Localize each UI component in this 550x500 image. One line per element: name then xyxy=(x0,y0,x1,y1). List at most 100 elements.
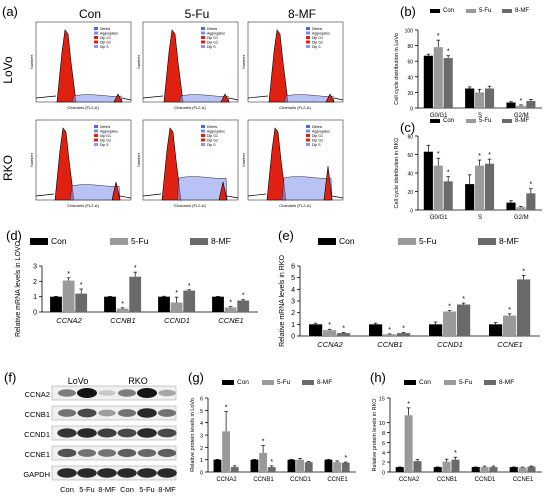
legend-label: 8-MF xyxy=(515,8,529,14)
flow-column-label: 5-Fu xyxy=(185,7,210,21)
y-tick-label: 2 xyxy=(382,461,385,467)
blot-band xyxy=(157,448,177,458)
y-tick-label: 2 xyxy=(200,446,203,452)
flow-legend-label: Aggregates xyxy=(207,130,225,134)
bar-5fu-ccnd1 xyxy=(443,311,457,336)
legend-swatch-con xyxy=(404,380,416,385)
bar-8mf-ccnb1 xyxy=(129,276,142,312)
histogram-envelope xyxy=(35,95,132,101)
s-phase-area xyxy=(178,94,230,103)
bar-8mf-ccne1 xyxy=(237,300,250,312)
blot-band xyxy=(137,408,157,418)
y-tick-label: 100 xyxy=(405,29,414,35)
bar-8mf-ccne1 xyxy=(517,279,531,336)
legend-label: 5-Fu xyxy=(459,379,473,386)
significance-star: * xyxy=(229,300,232,307)
flow-column-label: 8-MF xyxy=(288,7,316,21)
x-category-label: G2/M xyxy=(514,215,529,221)
blot-band xyxy=(77,468,97,478)
bar-chart-c: 0 20 40 60 80 Cell cycle distribution in RKO *… xyxy=(394,118,542,221)
flow-y-axis-label: Number xyxy=(29,152,34,167)
s-phase-area xyxy=(71,94,123,103)
flow-legend-swatch xyxy=(94,129,98,133)
flow-legend-swatch xyxy=(306,27,310,30)
bar-8mf-ccnd1 xyxy=(183,290,196,312)
significance-star: * xyxy=(344,455,347,462)
y-tick-label: 8 xyxy=(382,431,385,437)
y-tick-label: 4 xyxy=(382,451,385,457)
blot-band xyxy=(137,388,157,398)
x-category-label: CCNA2 xyxy=(216,477,237,483)
bar-con-g0g1 xyxy=(423,151,433,210)
x-category-label: CCND1 xyxy=(164,316,190,325)
flow-legend-label: Dip G1 xyxy=(100,36,111,40)
legend-label: Con xyxy=(237,379,249,386)
flow-legend-label: Aggregates xyxy=(312,130,330,134)
significance-star: * xyxy=(262,438,265,445)
legend-label: Con xyxy=(443,118,454,124)
bar-chart-g: 0 1 2 3 4 5 6 Relative protein levels in LoVo * C… xyxy=(190,379,356,483)
significance-star: * xyxy=(447,170,450,177)
bar-con-s xyxy=(465,184,475,210)
significance-star: * xyxy=(342,326,345,333)
flow-legend-swatch xyxy=(94,143,98,146)
y-tick-label: 0 xyxy=(200,471,203,477)
x-category-label: CCNE1 xyxy=(497,340,522,349)
bar-8mf-ccna2 xyxy=(337,333,351,336)
blot-band xyxy=(98,390,116,396)
flow-legend-swatch xyxy=(201,27,205,30)
panel-label-d: (d) xyxy=(6,228,22,243)
blot-band xyxy=(97,449,117,457)
flow-legend-label: Dip G1 xyxy=(207,36,218,40)
panel-label-e: (e) xyxy=(278,228,294,243)
legend-swatch-5fu xyxy=(466,119,476,123)
x-category-label: CCNA2 xyxy=(56,316,82,325)
legend-swatch-5fu xyxy=(110,238,128,245)
s-phase-area xyxy=(283,94,335,103)
flow-legend-swatch xyxy=(306,36,310,39)
flow-legend-swatch xyxy=(201,138,205,142)
legend-label: 5-Fu xyxy=(479,118,491,124)
y-axis-label: Relative mRNA levels in LOVO xyxy=(15,240,22,337)
x-category-label: S xyxy=(478,215,482,221)
blot-band xyxy=(57,409,77,417)
flow-legend-label: Debris xyxy=(207,27,217,31)
bar-chart-e: 0 1 2 3 4 5 6 Relative mRNA levels in RKO * * CCNA… xyxy=(279,236,540,349)
flow-legend-label: Dip S xyxy=(207,45,216,49)
flow-legend-label: Debris xyxy=(207,125,217,129)
flow-legend-label: Dip G1 xyxy=(100,134,111,138)
flow-row-label: RKO xyxy=(1,155,15,181)
flow-legend-swatch xyxy=(94,40,98,44)
x-category-label: CCNB1 xyxy=(377,340,402,349)
y-tick-label: 4 xyxy=(291,287,295,294)
bar-8mf-ccnb1 xyxy=(451,459,460,472)
flow-legend-swatch xyxy=(306,129,310,133)
y-axis-label: Relative protein levels in LoVo xyxy=(190,398,196,472)
flow-legend-label: Dip G2 xyxy=(207,41,218,45)
bar-5fu-ccne1 xyxy=(224,307,237,312)
bar-8mf-s xyxy=(484,163,495,210)
flow-legend-label: Aggregates xyxy=(207,32,225,36)
flow-legend-swatch xyxy=(201,129,205,133)
bar-5fu-g0g1 xyxy=(433,165,443,210)
g2-peak xyxy=(323,165,333,201)
legend-swatch-5fu xyxy=(398,238,416,245)
blot-lane-label: Con xyxy=(120,485,134,494)
bar-5fu-ccne1 xyxy=(333,462,342,472)
blot-protein-label: CCNA2 xyxy=(25,390,50,399)
bar-5fu-ccna2 xyxy=(62,280,75,312)
significance-star: * xyxy=(488,152,491,159)
blot-group-label: RKO xyxy=(128,376,148,386)
legend-swatch-8mf xyxy=(502,9,512,13)
bar-chart-b: 0 20 40 60 80 100 Cell cycle distribution in L… xyxy=(394,8,542,119)
bar-8mf-g0g1 xyxy=(443,181,453,210)
bar-5fu-ccnd1 xyxy=(296,459,305,472)
flow-y-axis-label: Number xyxy=(136,152,141,167)
y-tick-label: 1 xyxy=(33,294,37,301)
flow-legend-swatch xyxy=(201,31,205,35)
blot-lane-label: 8-MF xyxy=(98,485,116,494)
x-category-label: CCNA2 xyxy=(399,477,420,483)
bar-5fu-ccnb1 xyxy=(116,308,129,312)
significance-star: * xyxy=(454,450,457,457)
